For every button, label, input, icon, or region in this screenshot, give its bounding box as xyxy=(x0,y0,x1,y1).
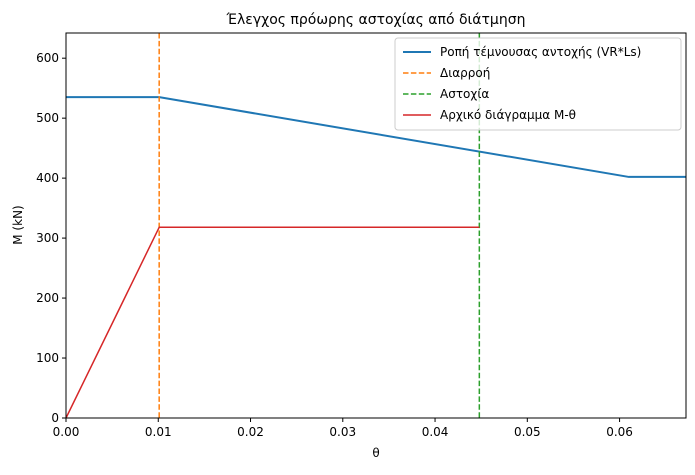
x-tick-label: 0.03 xyxy=(329,425,356,439)
legend-box xyxy=(394,37,682,131)
series-layer xyxy=(65,33,686,419)
x-tick-label: 0.02 xyxy=(237,425,264,439)
y-axis-label: M (kN) xyxy=(11,205,25,244)
y-tick-label: 600 xyxy=(36,51,59,65)
y-axis: 0 100 200 300 400 500 600 xyxy=(36,51,66,425)
legend: Ροπή τέμνουσας αντοχής (VR*Ls) Διαρροή Αστ… xyxy=(394,37,682,131)
x-tick-label: 0.04 xyxy=(422,425,449,439)
plot-frame xyxy=(65,32,687,419)
y-tick-label: 100 xyxy=(36,351,59,365)
y-tick-label: 0 xyxy=(51,411,59,425)
series-line-1 xyxy=(66,96,686,178)
x-axis: 0.00 0.01 0.02 0.03 0.04 0.05 0.06 xyxy=(53,418,633,439)
legend-label: Διαρροή xyxy=(440,66,490,80)
y-tick-label: 200 xyxy=(36,291,59,305)
legend-label: Ροπή τέμνουσας αντοχής (VR*Ls) xyxy=(440,45,641,59)
y-tick-label: 500 xyxy=(36,111,59,125)
legend-label: Αρχικό διάγραμμα Μ-θ xyxy=(440,108,576,122)
x-tick-label: 0.06 xyxy=(606,425,633,439)
chart-title: Έλεγχος πρόωρης αστοχίας από διάτμηση xyxy=(226,12,526,28)
x-axis-label: θ xyxy=(372,446,379,460)
x-tick-label: 0.05 xyxy=(514,425,541,439)
y-tick-label: 400 xyxy=(36,171,59,185)
x-tick-label: 0.01 xyxy=(145,425,172,439)
series-line-4 xyxy=(65,226,480,419)
x-tick-label: 0.00 xyxy=(53,425,80,439)
legend-label: Αστοχία xyxy=(440,87,489,101)
y-tick-label: 300 xyxy=(36,231,59,245)
